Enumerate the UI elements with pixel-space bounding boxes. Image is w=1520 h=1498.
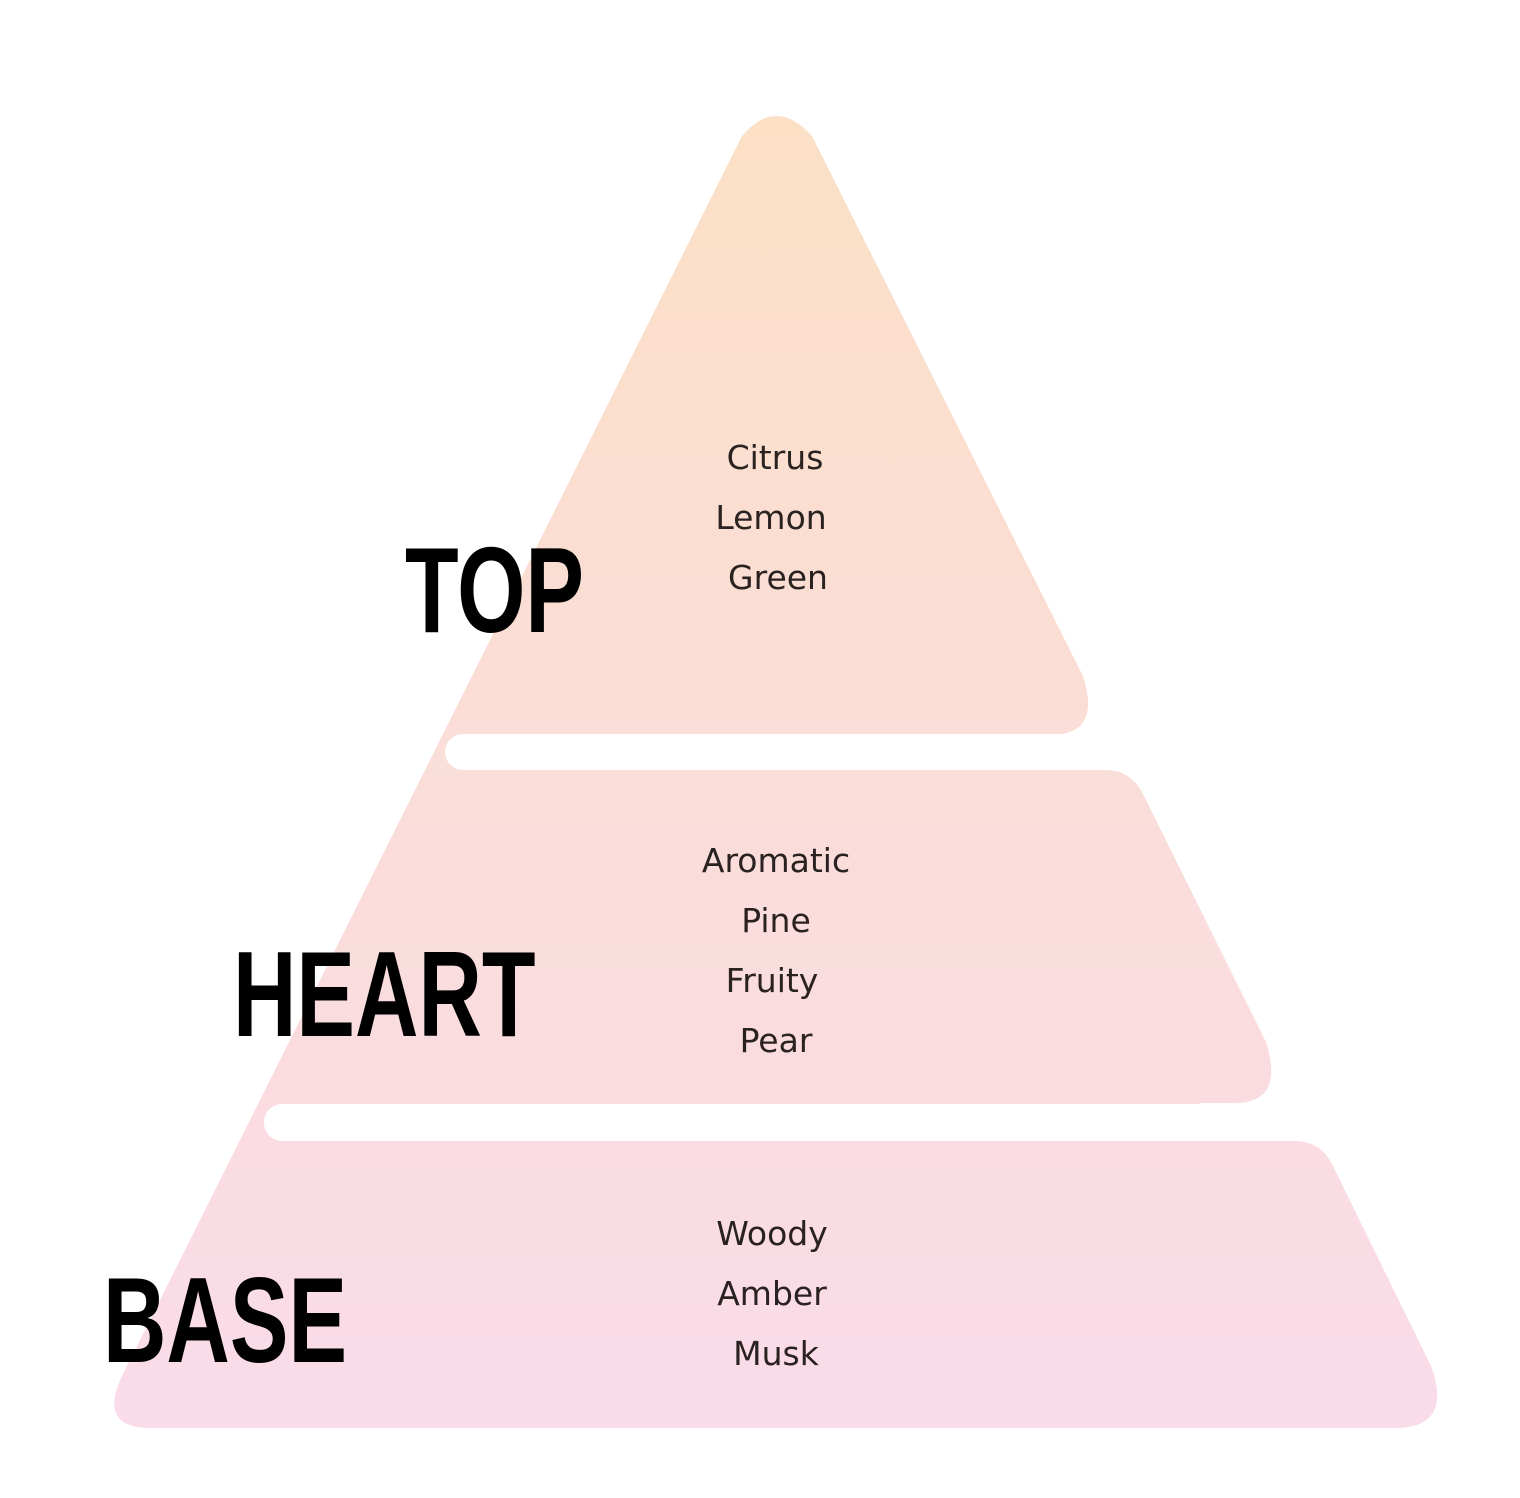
note-base-2: Amber — [717, 1274, 827, 1313]
note-heart-4: Pear — [740, 1021, 813, 1060]
pyramid-shape — [114, 116, 1438, 1428]
note-base-3: Musk — [733, 1334, 820, 1373]
note-base-1: Woody — [716, 1214, 828, 1253]
tier-label-base: BASE — [103, 1252, 347, 1389]
tier-label-top: TOP — [405, 522, 584, 659]
tier-gap-1 — [445, 734, 1145, 770]
tier-gap-2 — [264, 1104, 1324, 1141]
note-heart-2: Pine — [741, 901, 811, 940]
note-top-2: Lemon — [715, 498, 826, 537]
note-heart-1: Aromatic — [702, 841, 850, 880]
note-top-1: Citrus — [727, 438, 824, 477]
note-heart-3: Fruity — [726, 961, 819, 1000]
note-top-3: Green — [728, 558, 828, 597]
tier-label-heart: HEART — [233, 926, 536, 1063]
